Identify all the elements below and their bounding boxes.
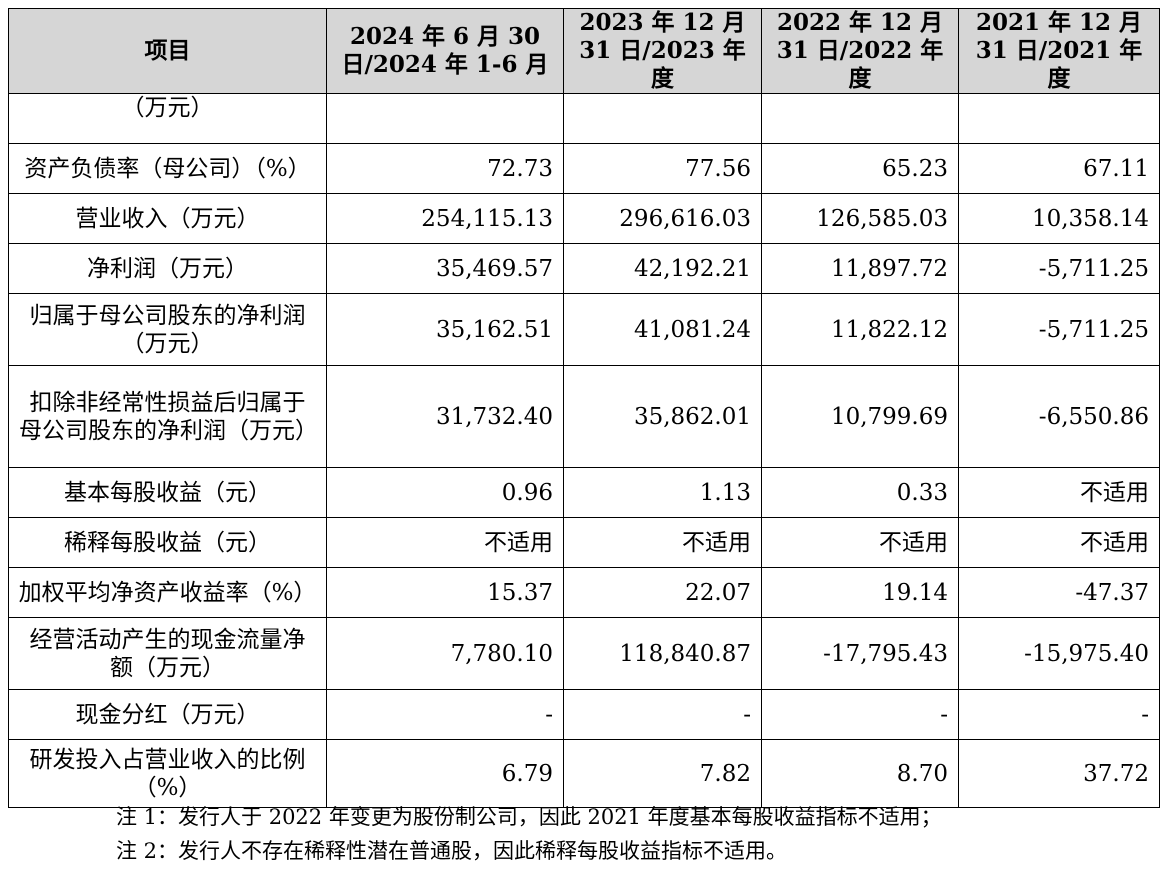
cell-value: -5,711.25 — [958, 243, 1160, 294]
cell-value: - — [563, 689, 762, 740]
row-label: 稀释每股收益（元） — [8, 517, 327, 568]
cell-value: 0.33 — [761, 467, 959, 518]
row-label: 归属于母公司股东的净利润（万元） — [8, 293, 327, 366]
table-notes: 注 1：发行人于 2022 年变更为股份制公司，因此 2021 年度基本每股收益… — [116, 800, 942, 868]
row-label: 研发投入占营业收入的比例（%） — [8, 739, 327, 808]
cell-value: 41,081.24 — [563, 293, 762, 366]
table-row: 基本每股收益（元） 0.96 1.13 0.33 不适用 — [8, 467, 1160, 518]
row-label: 现金分红（万元） — [8, 689, 327, 740]
header-2024h1: 2024 年 6 月 30 日/2024 年 1-6 月 — [326, 8, 564, 94]
note-1: 注 1：发行人于 2022 年变更为股份制公司，因此 2021 年度基本每股收益… — [116, 805, 942, 829]
cell-value: 35,862.01 — [563, 365, 762, 468]
cell-value — [761, 93, 959, 144]
table-row: 扣除非经常性损益后归属于母公司股东的净利润（万元） 31,732.40 35,8… — [8, 365, 1160, 468]
cell-value: 31,732.40 — [326, 365, 564, 468]
cell-value: 37.72 — [958, 739, 1160, 808]
cell-value: 35,162.51 — [326, 293, 564, 366]
cell-value: 不适用 — [326, 517, 564, 568]
cell-value: -17,795.43 — [761, 617, 959, 690]
cell-value: 不适用 — [958, 467, 1160, 518]
cell-value: - — [958, 689, 1160, 740]
cell-value: -47.37 — [958, 567, 1160, 618]
cell-value: 67.11 — [958, 143, 1160, 194]
table-header-row: 项目 2024 年 6 月 30 日/2024 年 1-6 月 2023 年 1… — [8, 8, 1160, 94]
cell-value: 19.14 — [761, 567, 959, 618]
table-row: 加权平均净资产收益率（%） 15.37 22.07 19.14 -47.37 — [8, 567, 1160, 618]
table-row: 资产负债率（母公司）（%） 72.73 77.56 65.23 67.11 — [8, 143, 1160, 194]
cell-value: 118,840.87 — [563, 617, 762, 690]
cell-value: -6,550.86 — [958, 365, 1160, 468]
row-label: （万元） — [8, 93, 327, 144]
header-item: 项目 — [8, 8, 327, 94]
cell-value: 不适用 — [761, 517, 959, 568]
row-label: 加权平均净资产收益率（%） — [8, 567, 327, 618]
row-label: 扣除非经常性损益后归属于母公司股东的净利润（万元） — [8, 365, 327, 468]
cell-value: 10,358.14 — [958, 193, 1160, 244]
row-label: 净利润（万元） — [8, 243, 327, 294]
cell-value: 35,469.57 — [326, 243, 564, 294]
cell-value: 0.96 — [326, 467, 564, 518]
cell-value: -15,975.40 — [958, 617, 1160, 690]
cell-value: 11,822.12 — [761, 293, 959, 366]
cell-value: 22.07 — [563, 567, 762, 618]
header-2022: 2022 年 12 月 31 日/2022 年度 — [761, 8, 959, 94]
row-label: 经营活动产生的现金流量净额（万元） — [8, 617, 327, 690]
table-row: 经营活动产生的现金流量净额（万元） 7,780.10 118,840.87 -1… — [8, 617, 1160, 690]
cell-value: 296,616.03 — [563, 193, 762, 244]
cell-value: - — [761, 689, 959, 740]
row-label: 营业收入（万元） — [8, 193, 327, 244]
cell-value: 254,115.13 — [326, 193, 564, 244]
note-2: 注 2：发行人不存在稀释性潜在普通股，因此稀释每股收益指标不适用。 — [116, 839, 788, 863]
cell-value: 11,897.72 — [761, 243, 959, 294]
cell-value: 42,192.21 — [563, 243, 762, 294]
cell-value — [563, 93, 762, 144]
cell-value: 7.82 — [563, 739, 762, 808]
table-row: 净利润（万元） 35,469.57 42,192.21 11,897.72 -5… — [8, 243, 1160, 294]
header-2023: 2023 年 12 月 31 日/2023 年度 — [563, 8, 762, 94]
table-row: 稀释每股收益（元） 不适用 不适用 不适用 不适用 — [8, 517, 1160, 568]
cell-value: 1.13 — [563, 467, 762, 518]
table-row: 营业收入（万元） 254,115.13 296,616.03 126,585.0… — [8, 193, 1160, 244]
cell-value: 7,780.10 — [326, 617, 564, 690]
cell-value: 65.23 — [761, 143, 959, 194]
table-row: 归属于母公司股东的净利润（万元） 35,162.51 41,081.24 11,… — [8, 293, 1160, 366]
row-label: 基本每股收益（元） — [8, 467, 327, 518]
cell-value: 72.73 — [326, 143, 564, 194]
cell-value: - — [326, 689, 564, 740]
cell-value: -5,711.25 — [958, 293, 1160, 366]
row-label: 资产负债率（母公司）（%） — [8, 143, 327, 194]
cell-value: 8.70 — [761, 739, 959, 808]
cell-value: 77.56 — [563, 143, 762, 194]
cell-value: 15.37 — [326, 567, 564, 618]
financial-indicators-table: 项目 2024 年 6 月 30 日/2024 年 1-6 月 2023 年 1… — [8, 8, 1160, 808]
cell-value: 126,585.03 — [761, 193, 959, 244]
cell-value: 不适用 — [958, 517, 1160, 568]
table-row: 研发投入占营业收入的比例（%） 6.79 7.82 8.70 37.72 — [8, 739, 1160, 808]
header-2021: 2021 年 12 月 31 日/2021 年度 — [958, 8, 1160, 94]
cell-value: 10,799.69 — [761, 365, 959, 468]
table-row: 现金分红（万元） - - - - — [8, 689, 1160, 740]
cell-value — [326, 93, 564, 144]
cell-value: 不适用 — [563, 517, 762, 568]
table-row: （万元） — [8, 93, 1160, 144]
cell-value: 6.79 — [326, 739, 564, 808]
cell-value — [958, 93, 1160, 144]
